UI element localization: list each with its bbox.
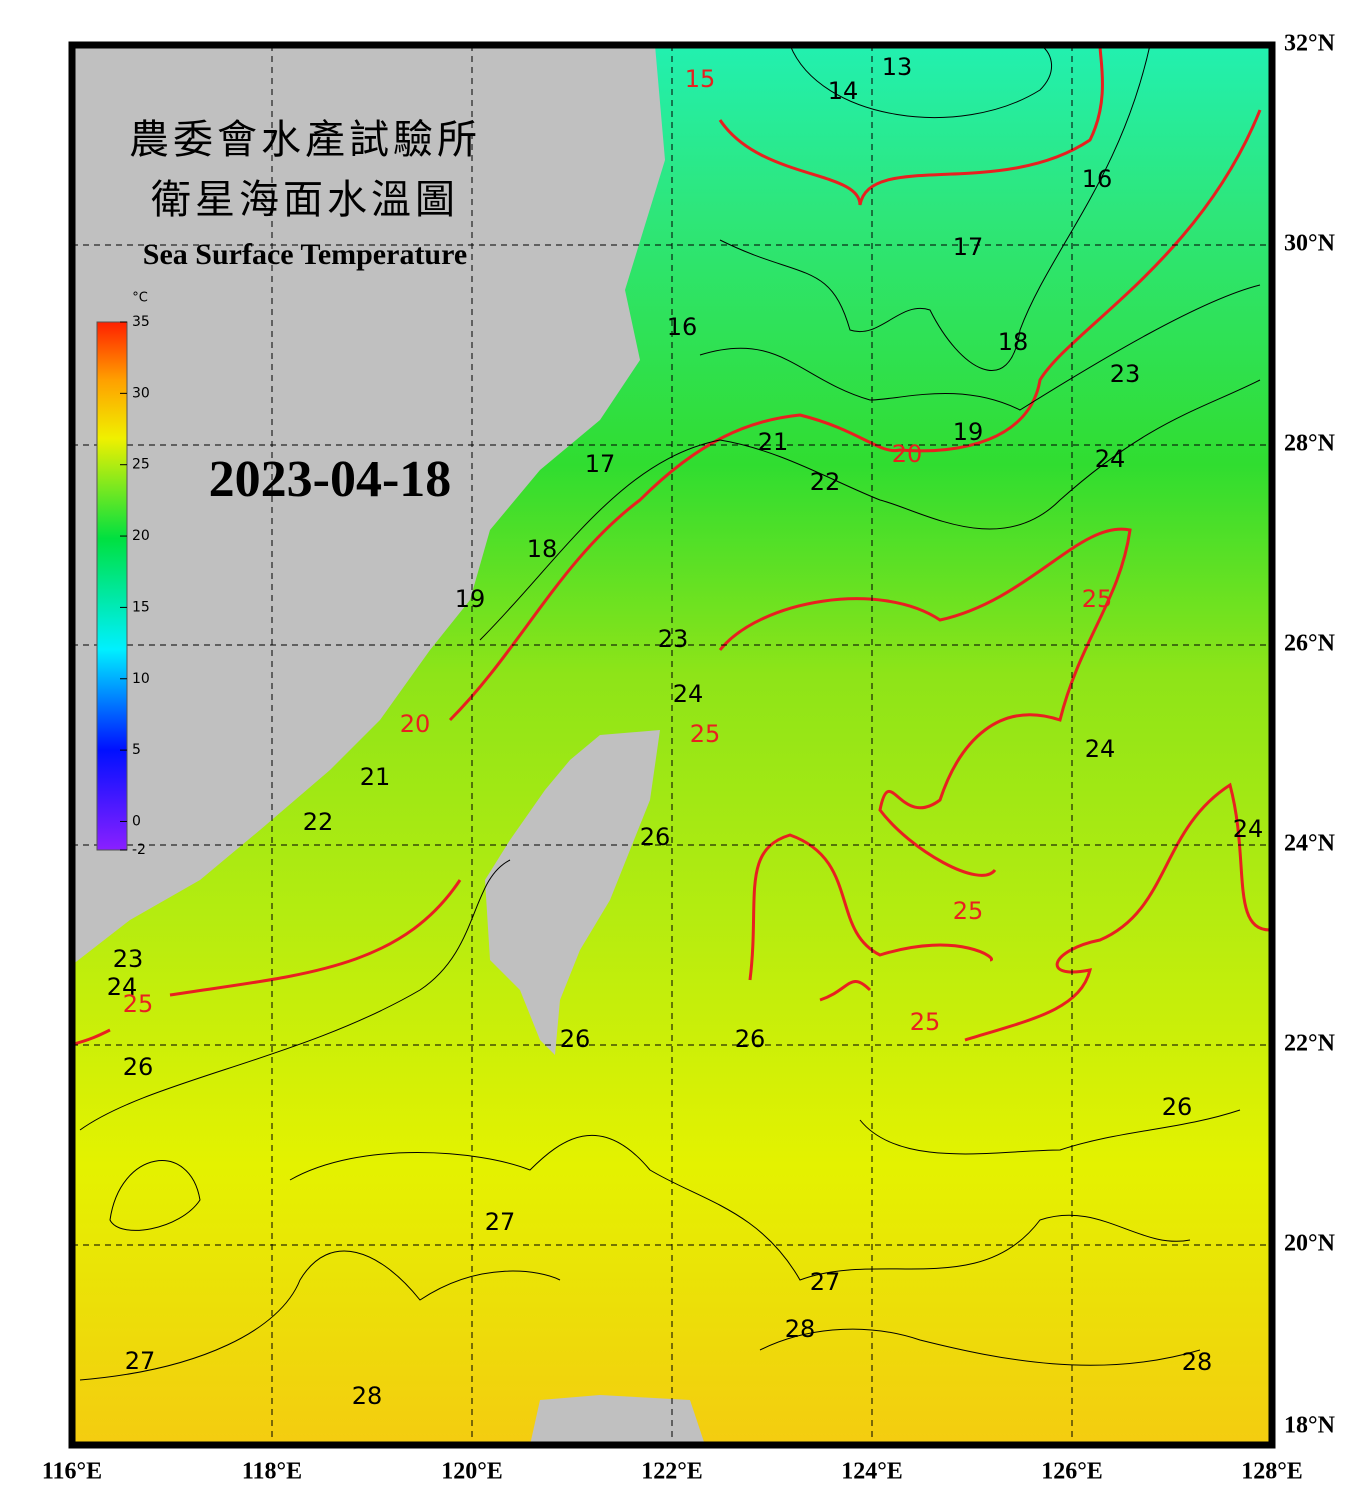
lon-tick-label: 126°E (1041, 1459, 1103, 1485)
isotherm-label: 16 (1082, 165, 1113, 193)
colorbar-tick-label: 15 (132, 599, 150, 615)
isotherm-label: 28 (352, 1382, 383, 1410)
isotherm-label: 26 (640, 823, 671, 851)
title-chinese-1: 農委會水產試驗所 (129, 117, 481, 163)
lat-tick-label: 20°N (1284, 1231, 1336, 1257)
lon-tick-label: 128°E (1241, 1459, 1303, 1485)
isotherm-label: 24 (673, 680, 704, 708)
graticule (72, 45, 1272, 1445)
isotherm-label: 21 (360, 763, 391, 791)
colorbar-tick-label: 10 (132, 671, 150, 687)
colorbar-ticks: -2 0 5 10 15 20 25 30 35 (120, 314, 150, 858)
lon-tick-label: 120°E (441, 1459, 503, 1485)
isotherm-label: 26 (735, 1025, 766, 1053)
isotherm-label: 16 (667, 313, 698, 341)
colorbar (96, 321, 128, 851)
isotherm-label: 28 (1182, 1348, 1213, 1376)
isotherm-label: 22 (303, 808, 334, 836)
colorbar-tick-label: 20 (132, 528, 150, 544)
lon-tick-label: 122°E (641, 1459, 703, 1485)
lon-tick-label: 116°E (42, 1459, 102, 1485)
lat-tick-label: 24°N (1284, 831, 1336, 857)
isotherm-label: 26 (123, 1053, 154, 1081)
isotherm-label: 28 (785, 1315, 816, 1343)
lon-tick-label: 124°E (841, 1459, 903, 1485)
colorbar-tick-label: 35 (132, 314, 150, 330)
isotherm-label: 23 (113, 945, 144, 973)
lat-tick-label: 26°N (1284, 631, 1336, 657)
isotherm-label: 18 (527, 535, 558, 563)
colorbar-tick-label: 5 (132, 742, 141, 758)
map-frame (68, 41, 1276, 1449)
colorbar-tick-label: -2 (132, 842, 146, 858)
isotherm-label: 26 (1162, 1093, 1193, 1121)
isotherm-label: 25 (1082, 585, 1113, 613)
isotherm-label: 24 (1233, 815, 1264, 843)
isotherm-label: 14 (828, 77, 859, 105)
luzon (530, 1395, 705, 1445)
isotherm-label: 19 (455, 585, 486, 613)
isotherm-label: 24 (1095, 445, 1126, 473)
isotherm-label: 26 (560, 1025, 591, 1053)
isotherm-label: 18 (998, 328, 1029, 356)
lat-tick-label: 32°N (1284, 31, 1336, 57)
isotherm-label: 22 (810, 468, 841, 496)
title-english: Sea Surface Temperature (143, 238, 467, 271)
black-isotherms (79, 45, 1261, 1381)
isotherm-label: 23 (658, 625, 689, 653)
isotherm-label: 27 (810, 1268, 841, 1296)
lat-tick-label: 28°N (1284, 431, 1336, 457)
isotherm-label: 15 (685, 65, 716, 93)
mainland-china (72, 45, 665, 965)
isotherm-label: 25 (910, 1008, 941, 1036)
isotherm-label: 27 (125, 1347, 156, 1375)
colorbar-tick-label: 25 (132, 457, 150, 473)
isotherm-label: 20 (400, 710, 431, 738)
isotherm-label: 27 (485, 1208, 516, 1236)
date: 2023-04-18 (209, 451, 452, 508)
colorbar-tick-label: 0 (132, 813, 141, 829)
lon-tick-label: 118°E (242, 1459, 302, 1485)
lat-tick-label: 30°N (1284, 231, 1336, 257)
lat-tick-label: 18°N (1284, 1413, 1336, 1439)
isotherm-label: 20 (892, 440, 923, 468)
isotherm-label: 24 (1085, 735, 1116, 763)
title-chinese-2: 衛星海面水溫圖 (151, 177, 459, 223)
isotherm-label: 17 (953, 233, 984, 261)
isotherm-label: 19 (953, 418, 984, 446)
lat-tick-label: 22°N (1284, 1031, 1336, 1057)
colorbar-tick-label: 30 (132, 385, 150, 401)
isotherm-label: 23 (1110, 360, 1141, 388)
isotherm-label: 13 (882, 53, 913, 81)
isotherm-label: 24 (107, 973, 138, 1001)
isotherm-label: 25 (690, 720, 721, 748)
isotherm-label: 25 (953, 897, 984, 925)
isotherm-label: 21 (758, 428, 789, 456)
red-isotherms (72, 45, 1271, 1047)
isotherm-label: 25 (123, 990, 154, 1018)
isotherm-label: 17 (585, 450, 616, 478)
colorbar-unit: °C (132, 291, 148, 306)
taiwan (485, 730, 660, 1055)
